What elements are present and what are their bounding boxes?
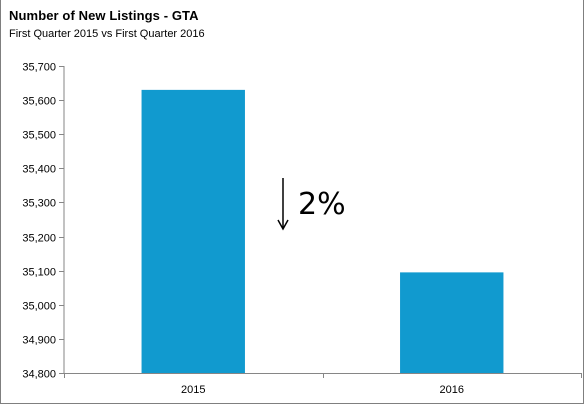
bar-2015 (141, 89, 245, 373)
y-tick-label: 35,300 (22, 198, 56, 210)
y-tick-label: 35,400 (22, 164, 56, 176)
bars (141, 89, 504, 373)
y-tick-label: 35,500 (22, 130, 56, 142)
y-tick-label: 35,000 (22, 301, 56, 313)
chart-subtitle: First Quarter 2015 vs First Quarter 2016 (9, 28, 205, 40)
x-axis: 2015 2016 (64, 373, 582, 396)
change-annotation: 2% (277, 178, 346, 231)
y-tick-label: 34,900 (22, 335, 56, 347)
bar-chart: 34,800 34,900 35,000 35,100 35,200 35,300 35,4… (22, 62, 582, 396)
chart-title: Number of New Listings - GTA (9, 8, 199, 23)
change-percent-label: 2% (298, 187, 346, 222)
y-tick-label: 35,100 (22, 267, 56, 279)
y-tick-label: 35,700 (22, 62, 56, 74)
y-axis: 34,800 34,900 35,000 35,100 35,200 35,300 35,4… (22, 62, 65, 381)
y-tick-label: 34,800 (22, 369, 56, 381)
bar-2016 (400, 272, 504, 373)
y-tick-label: 35,600 (22, 96, 56, 108)
x-tick-label: 2015 (181, 384, 205, 396)
x-tick-label: 2016 (440, 384, 464, 396)
down-arrow-head (277, 219, 289, 231)
y-tick-label: 35,200 (22, 233, 56, 245)
chart-frame: Number of New Listings - GTA First Quart… (0, 0, 584, 404)
